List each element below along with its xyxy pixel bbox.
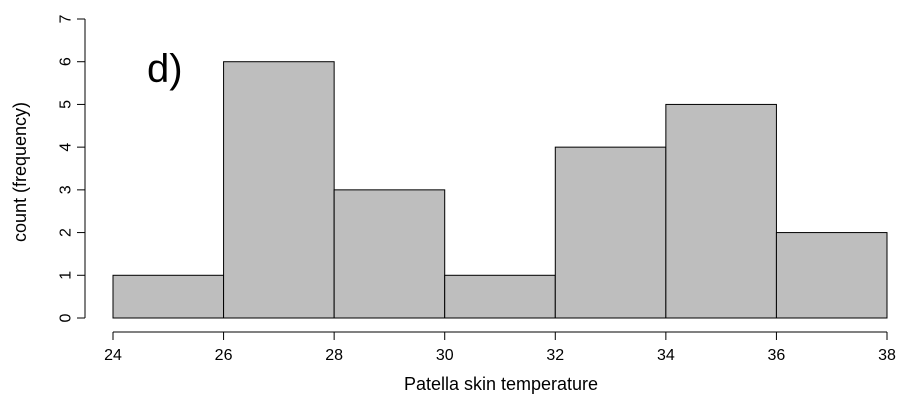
y-tick-label-1: 1: [58, 271, 75, 280]
x-tick-label-26: 26: [215, 347, 233, 364]
x-axis: 24 26 28 30 32 34 36 38: [104, 331, 896, 364]
x-tick-label-24: 24: [104, 347, 122, 364]
x-axis-label: Patella skin temperature: [404, 374, 598, 394]
histogram-bar-5: [665, 103, 777, 319]
y-tick-label-6: 6: [58, 57, 75, 66]
y-axis-label: count (frequency): [10, 102, 30, 242]
y-tick-label-4: 4: [58, 143, 75, 152]
x-tick-label-36: 36: [768, 347, 786, 364]
x-tick-label-32: 32: [546, 347, 564, 364]
panel-label: d): [147, 47, 183, 91]
x-tick-label-30: 30: [436, 347, 454, 364]
y-axis: 0 1 2 3 4 5 6 7: [58, 14, 86, 322]
histogram-bar-2: [333, 189, 446, 319]
histogram-bar-3: [444, 274, 556, 319]
y-tick-label-5: 5: [58, 100, 75, 109]
x-tick-label-28: 28: [325, 347, 343, 364]
y-tick-label-3: 3: [58, 185, 75, 194]
histogram-bar-1: [223, 61, 335, 319]
x-tick-label-38: 38: [878, 347, 896, 364]
y-tick-label-0: 0: [58, 313, 75, 322]
histogram-bars: [112, 61, 888, 319]
histogram-bar-0: [112, 274, 225, 319]
histogram-bar-4: [554, 146, 667, 319]
histogram-bar-6: [775, 232, 888, 319]
y-tick-label-2: 2: [58, 228, 75, 237]
y-tick-label-7: 7: [58, 14, 75, 23]
x-tick-label-34: 34: [657, 347, 675, 364]
